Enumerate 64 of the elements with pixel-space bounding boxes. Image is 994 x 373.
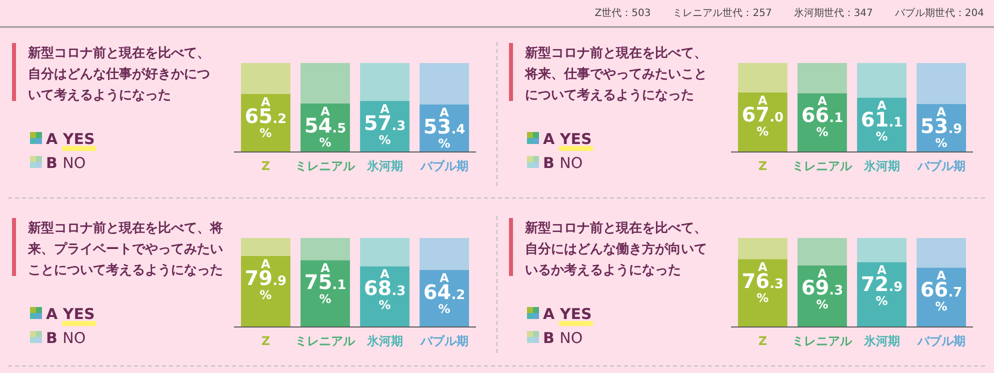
x-tick-label: Z <box>758 159 768 173</box>
bar <box>798 63 847 94</box>
x-tick-label: 氷河期 <box>862 159 900 173</box>
legend-label: B NO <box>46 329 86 347</box>
text: 新型コロナ前と現在を比べて、将来、仕事でやってみたいことについて考えるようになった <box>524 45 707 103</box>
data-label: A 79.9 % <box>244 256 287 302</box>
bar <box>300 63 350 104</box>
data-label: A 76.3 % <box>742 260 784 306</box>
legend-label: A YES <box>46 305 95 323</box>
bar <box>420 238 470 270</box>
x-tick-label: Z <box>261 159 270 173</box>
legend-label: A YES <box>543 130 592 148</box>
legend-label: B NO <box>46 154 86 172</box>
legend-label: B NO <box>543 329 583 347</box>
data-label: A 67.0 % <box>742 93 784 138</box>
text: 新型コロナ前と現在を比べて、将来、プライベートでやってみたいことについて考えるようになった <box>27 220 223 278</box>
x-tick-label: 氷河期 <box>366 334 403 348</box>
data-label: A 66.1 % <box>801 94 844 140</box>
legend-label: A YES <box>46 130 95 148</box>
text: 新型コロナ前と現在を比べて、自分はどんな仕事が好きかについて考えるようになった <box>27 45 210 103</box>
x-tick-label: バブル期 <box>916 334 966 348</box>
x-tick-label: Z <box>261 334 270 348</box>
bar <box>240 238 290 256</box>
text: Z世代：503 <box>594 7 651 19</box>
data-label: A 65.2 % <box>244 94 287 140</box>
x-tick-label: 氷河期 <box>862 334 900 348</box>
x-tick-label: ミレニアル <box>792 159 854 173</box>
bar <box>240 63 290 94</box>
data-label: A 72.9 % <box>860 263 903 308</box>
text: 氷河期世代：347 <box>794 7 873 19</box>
bar <box>916 63 966 104</box>
data-label: A 75.1 % <box>304 261 346 306</box>
legend-label: B NO <box>543 154 583 172</box>
x-tick-label: バブル期 <box>419 334 468 348</box>
bar <box>857 63 906 98</box>
bar <box>738 238 788 260</box>
text: 新型コロナ前と現在を比べて、自分にはどんな働き方が向いているか考えるようになった <box>524 220 707 278</box>
data-label: A 57.3 % <box>364 102 406 148</box>
legend-label: A YES <box>543 305 592 323</box>
bar <box>916 238 966 268</box>
bar <box>857 238 906 262</box>
text: バブル期世代：204 <box>894 7 984 19</box>
x-tick-label: Z <box>758 334 768 348</box>
bar <box>420 63 470 104</box>
x-tick-label: ミレニアル <box>792 334 854 348</box>
data-label: A 64.2 % <box>423 270 466 316</box>
bar <box>360 63 410 102</box>
data-label: A 53.4 % <box>423 105 466 150</box>
data-label: A 68.3 % <box>364 267 406 312</box>
data-label: A 69.3 % <box>801 266 844 312</box>
x-tick-label: バブル期 <box>419 159 468 173</box>
bar <box>738 63 788 92</box>
data-label: A 61.1 % <box>860 98 903 144</box>
x-tick-label: ミレニアル <box>295 334 356 348</box>
bar <box>300 238 350 260</box>
data-label: A 66.7 % <box>920 268 962 314</box>
x-tick-label: ミレニアル <box>295 159 356 173</box>
bar <box>798 238 847 266</box>
text: ミレニアル世代：257 <box>672 7 772 19</box>
data-label: A 53.9 % <box>920 105 962 150</box>
data-label: A 54.5 % <box>304 104 346 150</box>
x-tick-label: バブル期 <box>916 159 966 173</box>
bar <box>360 238 410 266</box>
x-tick-label: 氷河期 <box>366 159 403 173</box>
